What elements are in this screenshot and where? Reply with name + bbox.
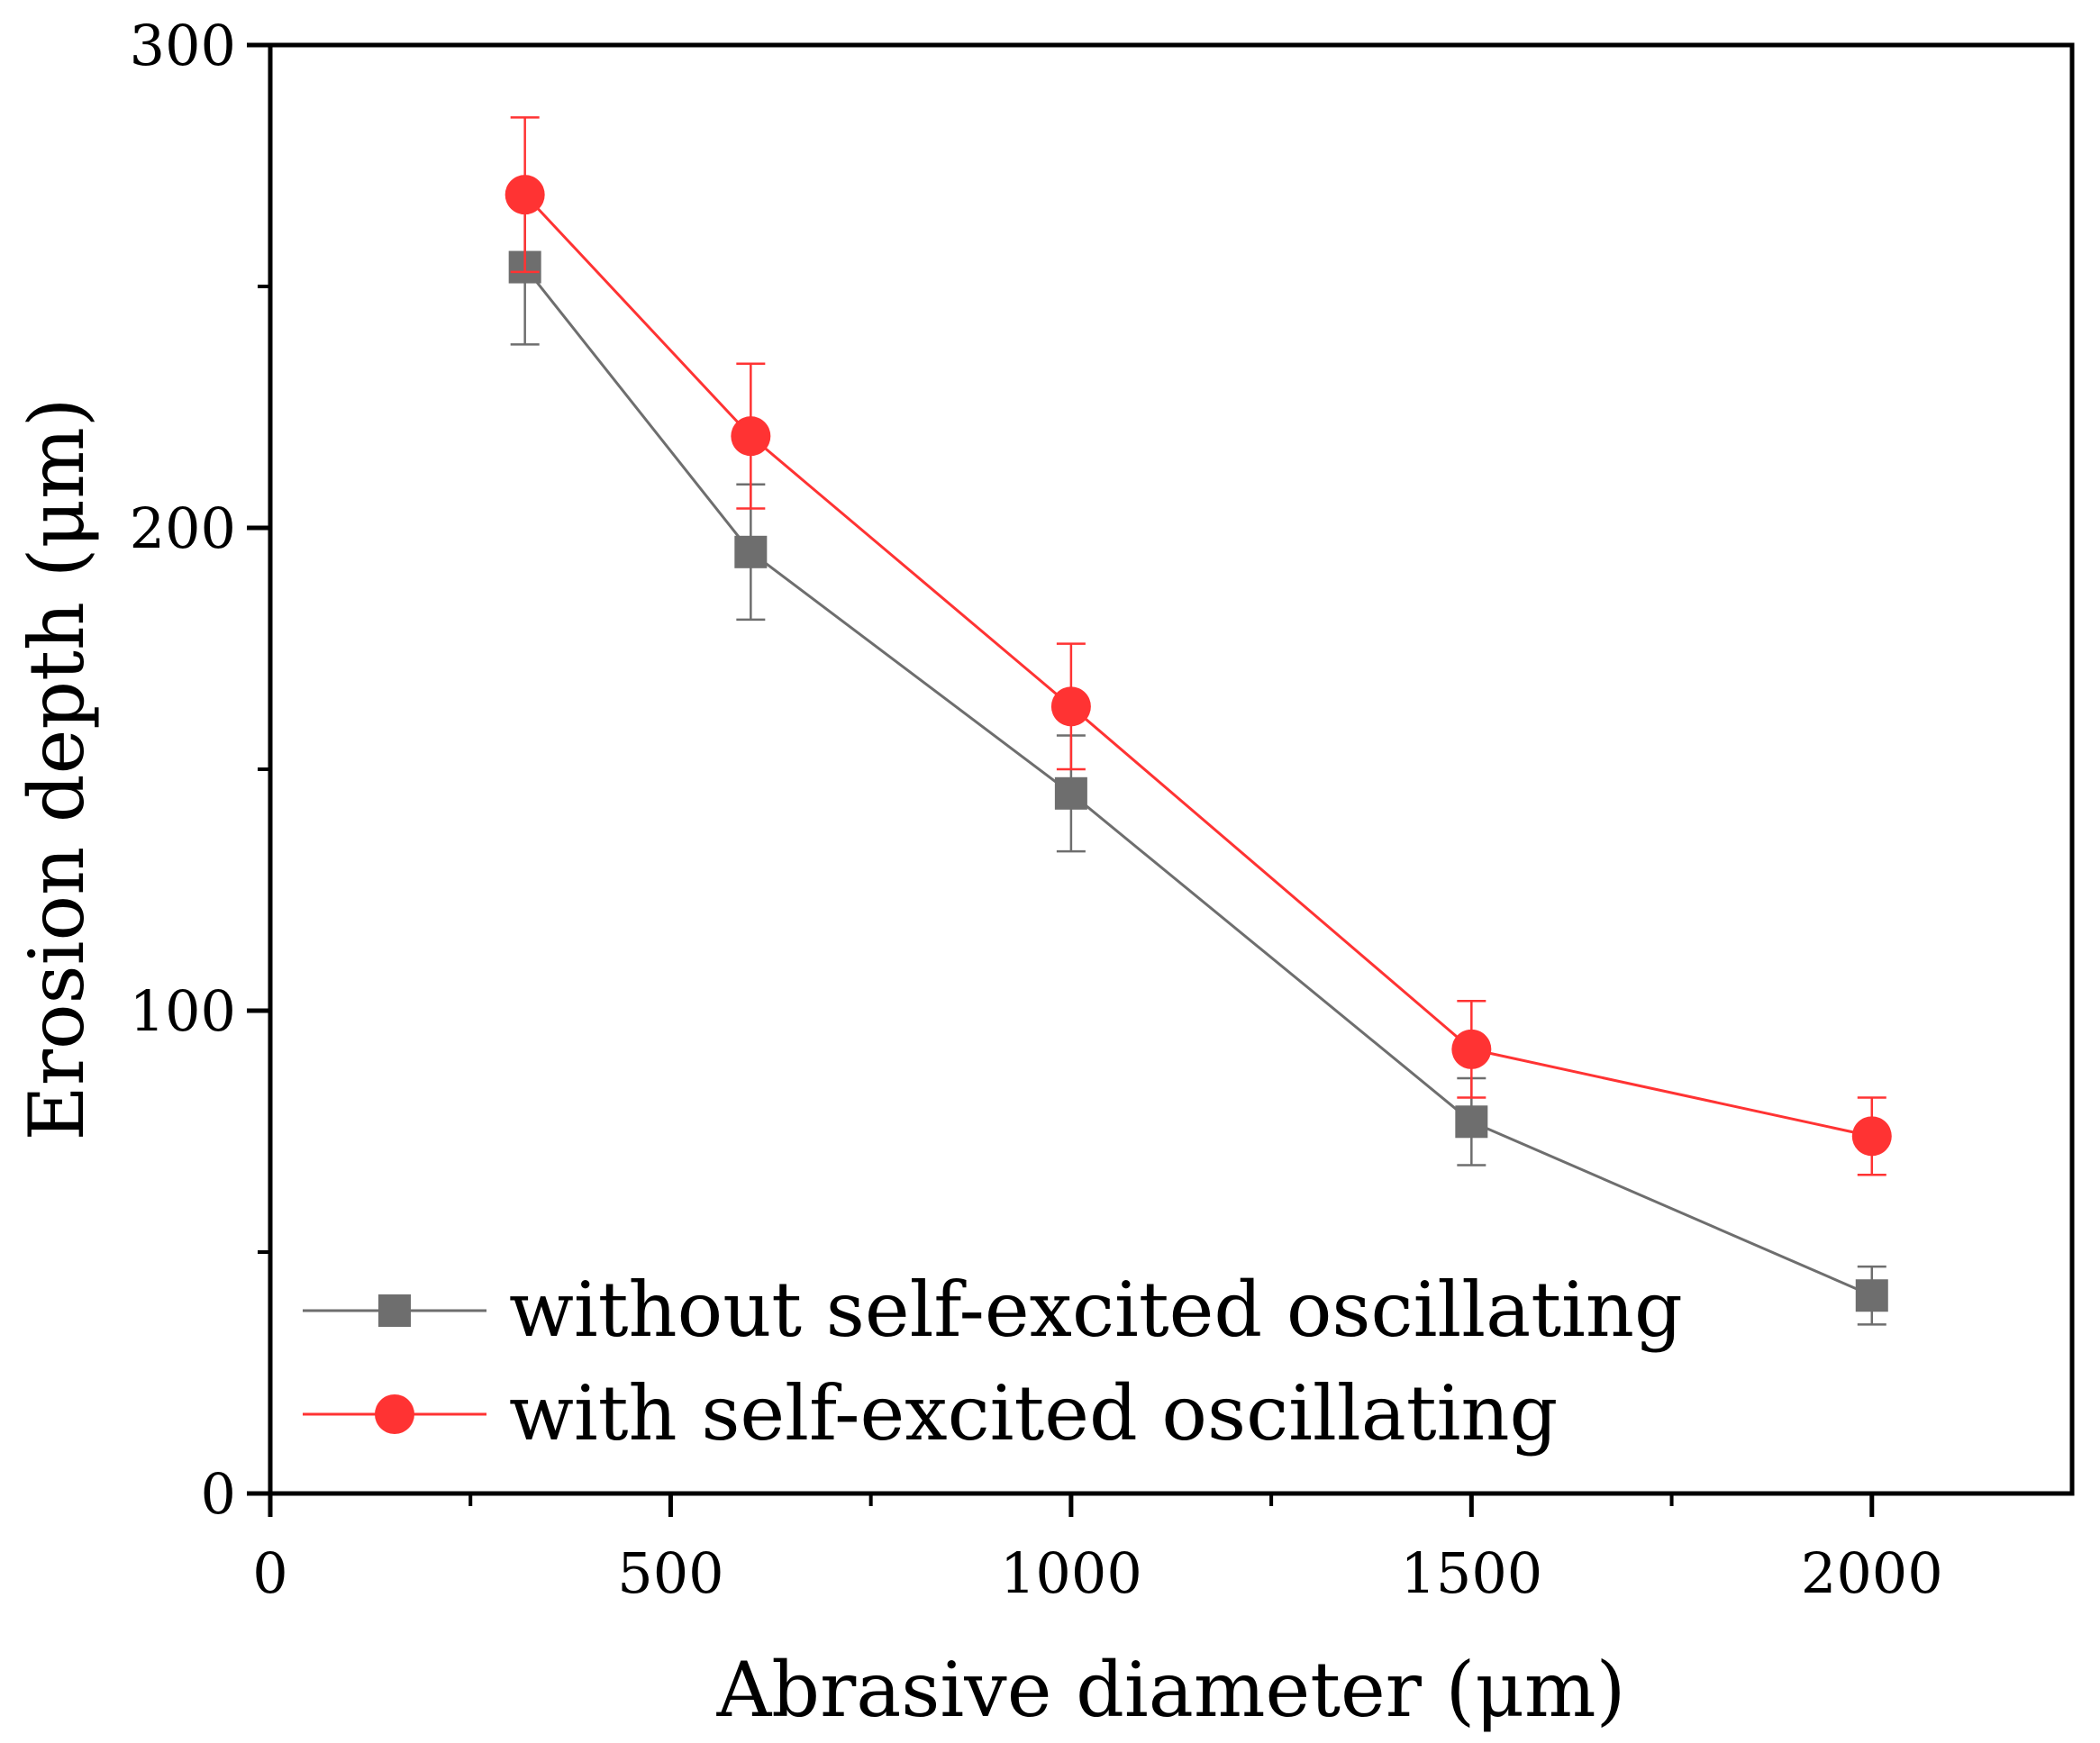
legend-marker — [378, 1294, 411, 1327]
legend-label: without self-excited oscillating — [509, 1266, 1683, 1354]
x-tick-label: 1000 — [1000, 1540, 1142, 1606]
x-tick-label: 500 — [617, 1540, 723, 1606]
legend-marker — [375, 1394, 414, 1434]
series-2 — [505, 116, 1892, 1176]
x-tick-label: 2000 — [1801, 1540, 1943, 1606]
data-point — [505, 175, 545, 215]
legend-item: with self-excited oscillating — [303, 1369, 1558, 1457]
y-tick-label: 300 — [130, 13, 236, 78]
tick-labels: 0 500 1000 1500 2000 0 100 200 300 — [130, 13, 1943, 1606]
legend-item: without self-excited oscillating — [303, 1266, 1683, 1354]
data-point — [731, 416, 771, 457]
data-point — [1855, 1279, 1888, 1312]
plot-frame — [268, 42, 2075, 1496]
data-point — [1455, 1105, 1488, 1139]
data-point — [1451, 1029, 1492, 1069]
y-tick-label: 100 — [130, 978, 236, 1044]
x-tick-label: 1500 — [1400, 1540, 1542, 1606]
x-axis-title: Abrasive diameter (μm) — [716, 1646, 1626, 1734]
data-point — [1054, 776, 1087, 810]
data-series — [505, 116, 1892, 1326]
y-tick-label: 0 — [201, 1461, 236, 1527]
data-point — [1851, 1116, 1892, 1157]
legend: without self-excited oscillating with sel… — [303, 1266, 1683, 1457]
x-tick-label: 0 — [252, 1540, 287, 1606]
data-point — [734, 535, 768, 568]
data-point — [1050, 686, 1091, 727]
y-axis-title: Erosion depth (μm) — [13, 398, 101, 1141]
legend-label: with self-excited oscillating — [509, 1369, 1558, 1457]
y-tick-label: 200 — [130, 495, 236, 561]
